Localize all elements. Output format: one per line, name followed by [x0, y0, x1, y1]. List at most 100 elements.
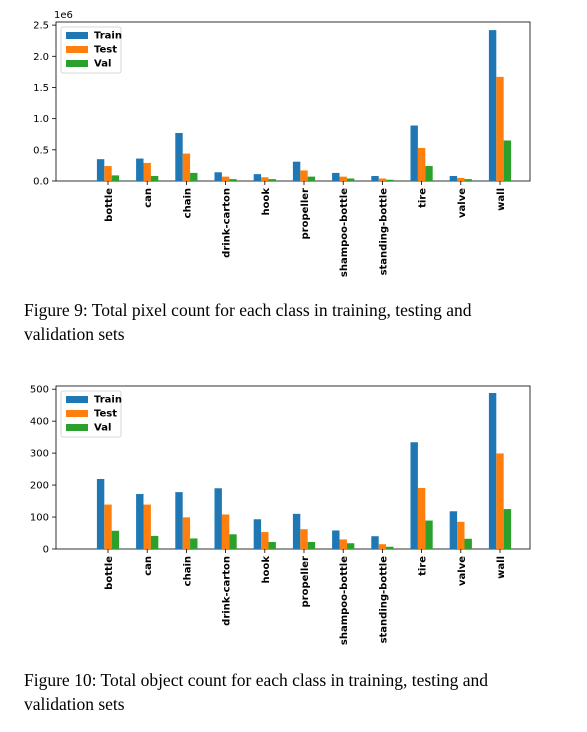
- y-tick-label: 400: [30, 417, 49, 428]
- bar-train-drink-carton: [214, 488, 222, 549]
- bar-train-valve: [449, 176, 458, 181]
- y-tick-label: 500: [30, 385, 49, 396]
- x-tick-label-standing-bottle: standing-bottle: [378, 188, 389, 276]
- bar-val-chain: [190, 538, 198, 549]
- bar-val-drink-carton: [229, 534, 237, 549]
- x-tick-label-can: can: [143, 556, 154, 576]
- bar-val-bottle: [111, 175, 120, 181]
- bar-val-can: [150, 535, 159, 549]
- bar-val-valve: [464, 538, 472, 549]
- figure10-caption: Figure 10: Total object count for each c…: [24, 670, 489, 714]
- x-tick-label-wall: wall: [496, 556, 507, 579]
- bar-test-chain: [182, 517, 191, 549]
- bar-val-valve: [464, 179, 472, 181]
- bar-test-tire: [417, 147, 426, 181]
- x-tick-label-valve: valve: [457, 188, 468, 218]
- bar-test-chain: [182, 153, 191, 181]
- bar-val-standing-bottle: [386, 546, 394, 549]
- bar-val-shampoo-bottle: [346, 178, 355, 181]
- x-tick-label-drink-carton: drink-carton: [222, 188, 233, 258]
- x-tick-label-shampoo-bottle: shampoo-bottle: [339, 188, 350, 277]
- bar-train-tire: [410, 125, 418, 181]
- bar-val-shampoo-bottle: [346, 543, 355, 549]
- y-tick-label: 2.5: [33, 21, 49, 32]
- legend-label-train: Train: [94, 395, 122, 406]
- bar-val-bottle: [111, 530, 120, 549]
- y-tick-label: 0.5: [33, 145, 49, 156]
- bar-test-bottle: [104, 504, 112, 549]
- bar-train-shampoo-bottle: [332, 172, 340, 181]
- bar-test-shampoo-bottle: [339, 176, 347, 181]
- x-tick-label-shampoo-bottle: shampoo-bottle: [339, 556, 350, 645]
- bar-train-valve: [449, 511, 458, 549]
- legend-label-val: Val: [94, 423, 111, 434]
- bar-train-drink-carton: [214, 172, 222, 181]
- legend-swatch-test: [66, 410, 88, 417]
- legend-swatch-val: [66, 60, 88, 67]
- x-tick-label-propeller: propeller: [300, 556, 311, 608]
- bar-test-valve: [457, 521, 465, 549]
- bar-test-wall: [496, 76, 504, 181]
- y-tick-label: 1.0: [33, 114, 49, 125]
- x-tick-label-hook: hook: [261, 188, 272, 216]
- bar-val-can: [150, 176, 159, 181]
- x-tick-label-standing-bottle: standing-bottle: [378, 556, 389, 644]
- bar-test-drink-carton: [221, 176, 230, 181]
- bar-test-propeller: [300, 170, 308, 181]
- bar-val-wall: [503, 509, 512, 549]
- x-tick-label-hook: hook: [261, 556, 272, 584]
- y-tick-label: 2.0: [33, 52, 49, 63]
- x-tick-label-tire: tire: [418, 556, 429, 576]
- bar-train-standing-bottle: [371, 536, 379, 549]
- legend-label-test: Test: [94, 45, 117, 56]
- bar-val-tire: [425, 166, 433, 181]
- bar-train-propeller: [292, 161, 301, 181]
- object-count-chart: 0 100 200 300 400 500 bottle can chain drink-cart…: [30, 385, 531, 645]
- bar-val-tire: [425, 520, 433, 549]
- pixel-count-chart: 0.0 0.5 1.0 1.5 2.0 2.5 1e6 bottle can chain drink…: [33, 10, 531, 277]
- bar-train-can: [136, 158, 144, 181]
- bar-train-chain: [175, 132, 183, 181]
- bar-test-standing-bottle: [378, 178, 387, 181]
- bar-test-hook: [261, 177, 269, 181]
- bar-train-chain: [175, 492, 183, 549]
- bar-test-hook: [261, 532, 269, 549]
- y-tick-label: 300: [30, 449, 49, 460]
- bar-train-tire: [410, 442, 418, 549]
- bar-val-chain: [190, 172, 198, 181]
- legend-label-val: Val: [94, 59, 111, 70]
- bar-val-wall: [503, 140, 512, 181]
- y-tick-label: 0.0: [33, 177, 49, 188]
- bar-train-propeller: [292, 513, 301, 549]
- bar-test-shampoo-bottle: [339, 539, 347, 549]
- bar-test-bottle: [104, 166, 112, 181]
- bar-train-can: [136, 494, 144, 549]
- legend-label-test: Test: [94, 409, 117, 420]
- bar-val-standing-bottle: [386, 179, 394, 181]
- bar-train-bottle: [96, 159, 105, 181]
- bar-val-hook: [268, 179, 276, 181]
- bar-test-tire: [417, 487, 426, 549]
- bar-test-can: [143, 162, 151, 181]
- y-tick-label: 200: [30, 481, 49, 492]
- bar-train-hook: [253, 174, 262, 181]
- x-tick-label-chain: chain: [182, 556, 193, 586]
- bar-val-drink-carton: [229, 179, 237, 181]
- bar-test-wall: [496, 453, 504, 549]
- bar-train-shampoo-bottle: [332, 530, 340, 549]
- x-tick-label-bottle: bottle: [104, 556, 115, 590]
- legend-swatch-val: [66, 424, 88, 431]
- bar-train-bottle: [96, 479, 105, 549]
- legend-swatch-train: [66, 396, 88, 403]
- x-tick-label-propeller: propeller: [300, 188, 311, 240]
- bar-val-propeller: [307, 541, 316, 549]
- x-tick-label-wall: wall: [496, 188, 507, 211]
- plot-frame: [55, 21, 531, 182]
- bar-test-valve: [457, 177, 465, 181]
- bar-test-can: [143, 504, 151, 549]
- x-tick-label-drink-carton: drink-carton: [222, 556, 233, 626]
- bar-train-standing-bottle: [371, 176, 379, 181]
- bar-train-wall: [488, 393, 497, 549]
- bar-test-drink-carton: [221, 514, 230, 549]
- legend-swatch-train: [66, 32, 88, 39]
